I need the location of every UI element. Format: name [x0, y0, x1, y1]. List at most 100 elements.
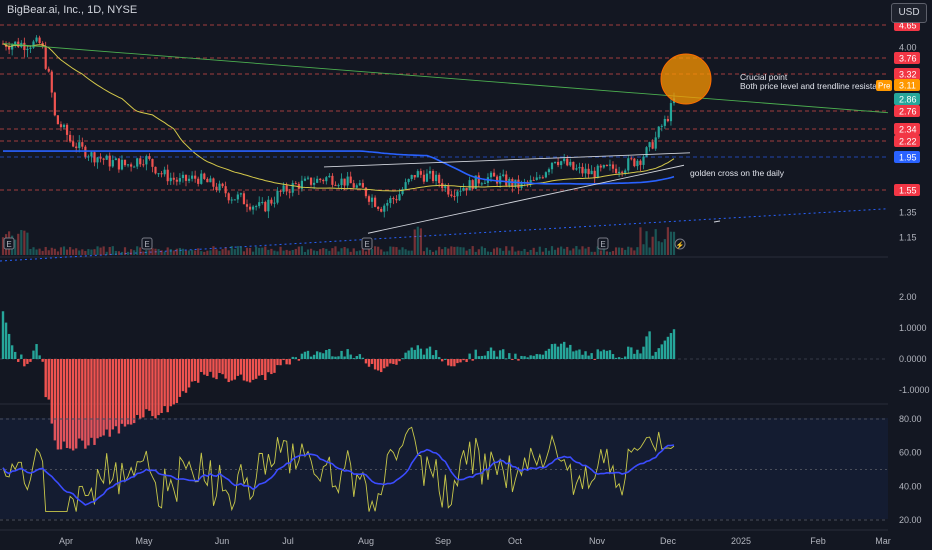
volume-bar	[550, 246, 554, 255]
volume-bar	[575, 246, 578, 255]
volume-bar	[90, 249, 93, 255]
candle-body	[120, 159, 124, 170]
momentum-bar	[459, 359, 462, 363]
momentum-bar	[428, 346, 432, 359]
momentum-bar	[10, 345, 14, 359]
momentum-bar	[508, 353, 511, 359]
volume-bar	[553, 249, 557, 255]
volume-bar	[87, 249, 90, 255]
volume-bar	[108, 247, 111, 255]
volume-bar	[245, 247, 249, 255]
candle-body	[11, 44, 14, 50]
momentum-bar	[370, 359, 374, 364]
volume-bar	[130, 249, 133, 255]
candle-body	[126, 164, 130, 166]
momentum-bar	[59, 359, 63, 450]
momentum-bar	[361, 357, 365, 359]
volume-bar	[386, 251, 389, 255]
momentum-bar	[111, 359, 114, 430]
candle-body	[584, 168, 587, 174]
momentum-bar	[181, 359, 185, 392]
volume-bar	[654, 229, 657, 255]
momentum-bar	[96, 359, 99, 439]
momentum-bar	[434, 350, 438, 359]
volume-bar	[35, 249, 38, 255]
candle-body	[267, 199, 270, 212]
candle-body	[547, 169, 551, 173]
candle-body	[395, 199, 398, 201]
candle-body	[465, 187, 468, 191]
volume-bar	[489, 251, 493, 255]
volume-bar	[203, 251, 206, 255]
volume-bar	[291, 250, 294, 255]
volume-bar	[239, 246, 242, 255]
candle-body	[62, 124, 66, 128]
volume-bar	[398, 249, 401, 255]
volume-bar	[44, 246, 47, 255]
momentum-bar	[663, 340, 667, 359]
candle-body	[367, 196, 371, 202]
volume-bar	[602, 247, 605, 255]
momentum-bar	[447, 359, 450, 366]
momentum-bar	[322, 353, 325, 359]
momentum-bar	[605, 350, 609, 359]
candle-body	[53, 92, 56, 116]
volume-bar	[569, 250, 572, 255]
momentum-bar	[523, 356, 526, 359]
momentum-bar	[41, 359, 44, 362]
momentum-bar	[264, 359, 267, 381]
candle-body	[364, 187, 368, 197]
volume-bar	[413, 229, 416, 255]
momentum-bar	[154, 359, 157, 419]
volume-bar	[624, 249, 627, 255]
volume-bar	[194, 250, 197, 255]
momentum-bar	[142, 359, 145, 418]
candles-group	[1, 35, 676, 219]
candle-body	[200, 173, 203, 184]
candle-body	[422, 174, 425, 182]
momentum-bar	[526, 357, 529, 359]
volume-bar	[499, 248, 502, 255]
volume-bar	[120, 251, 124, 255]
candle-body	[108, 155, 111, 167]
momentum-bar	[648, 331, 651, 359]
price-axis-label: 4.00	[899, 43, 917, 53]
momentum-bar	[556, 346, 560, 359]
volume-bar	[651, 236, 654, 255]
volume-bar	[492, 248, 496, 255]
momentum-bar	[624, 356, 627, 359]
momentum-bar	[233, 359, 236, 380]
momentum-bar	[669, 333, 673, 359]
candle-body	[90, 152, 93, 157]
candle-body	[340, 178, 343, 186]
candle-body	[245, 204, 249, 207]
momentum-bar	[627, 346, 630, 359]
volume-bar	[514, 251, 517, 255]
momentum-bar	[337, 356, 340, 359]
momentum-bar	[23, 359, 26, 367]
momentum-bar	[68, 359, 72, 449]
momentum-bar	[114, 359, 118, 427]
price-axis-label: 2.34	[899, 125, 917, 135]
price-label-badge	[894, 68, 920, 80]
currency-button[interactable]: USD	[891, 3, 927, 23]
momentum-bar	[221, 359, 224, 375]
momentum-bar	[450, 359, 453, 367]
momentum-bar	[132, 359, 136, 424]
volume-bar	[529, 249, 532, 255]
momentum-bar	[617, 357, 621, 359]
volume-bar	[431, 251, 435, 255]
momentum-bar	[288, 359, 291, 365]
volume-bar	[126, 251, 130, 255]
volume-bar	[355, 251, 358, 255]
volume-bar	[288, 250, 291, 255]
candle-body	[383, 205, 386, 212]
momentum-bar	[71, 359, 75, 451]
momentum-bar	[35, 344, 38, 359]
momentum-bar	[267, 359, 270, 373]
candle-body	[560, 161, 563, 166]
volume-bar	[453, 246, 456, 255]
earnings-marker	[3, 237, 15, 250]
momentum-bar	[53, 359, 57, 441]
